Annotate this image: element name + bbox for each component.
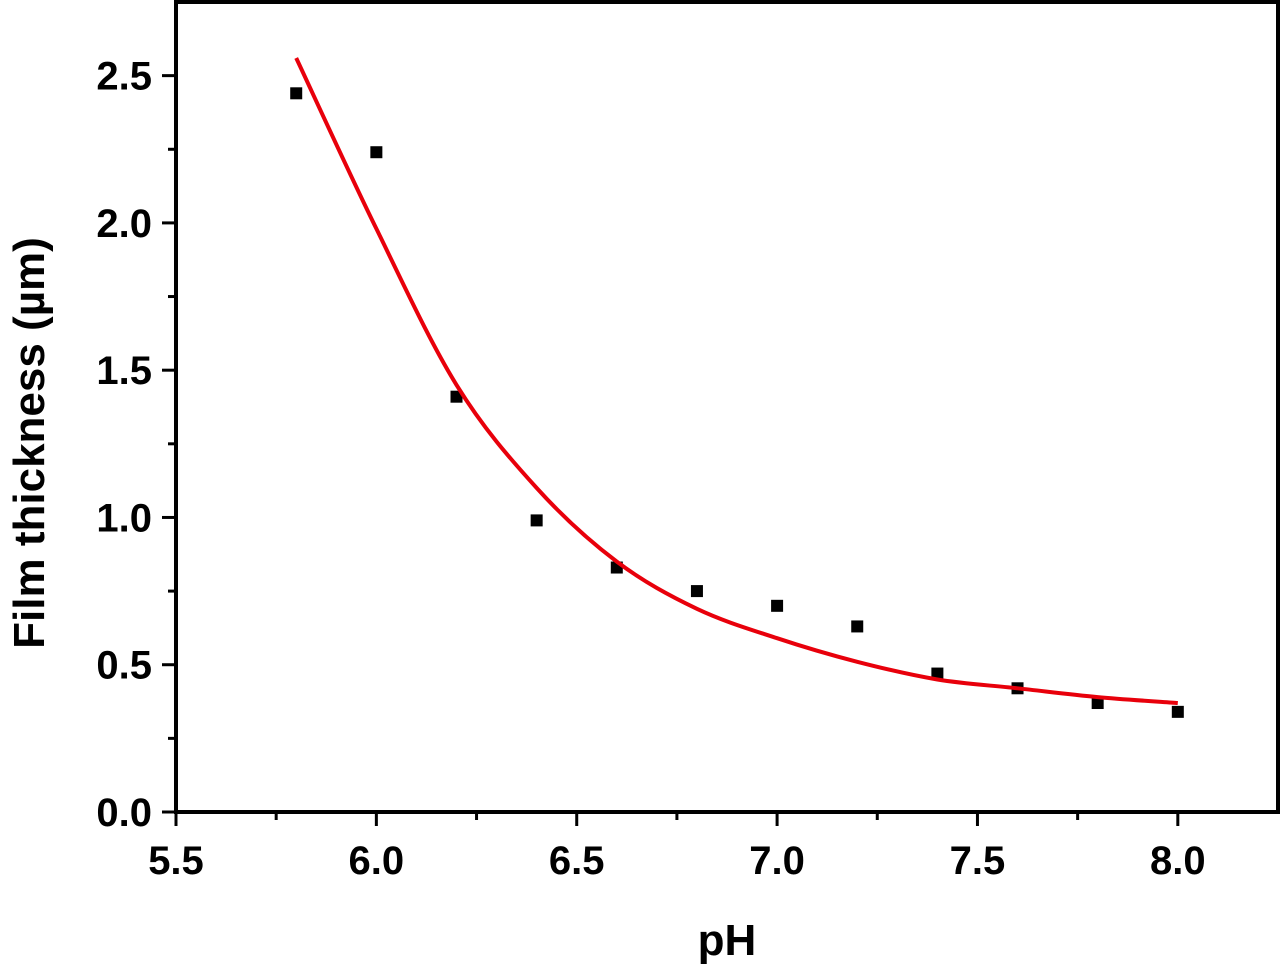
data-point xyxy=(370,146,383,159)
data-point xyxy=(690,585,703,598)
fit-curve xyxy=(294,57,1178,705)
data-point xyxy=(1091,697,1104,710)
data-point xyxy=(771,599,784,612)
data-point xyxy=(1171,705,1184,718)
data-point xyxy=(450,390,463,403)
y-tick-label: 1.0 xyxy=(96,496,152,540)
x-tick-label: 8.0 xyxy=(1150,839,1206,883)
y-tick-label: 2.0 xyxy=(96,202,152,246)
plot-frame xyxy=(174,0,1280,814)
x-tick-label: 5.5 xyxy=(148,839,204,883)
y-tick-label: 2.5 xyxy=(96,55,152,99)
y-axis-label: Film thickness (µm) xyxy=(5,237,54,649)
data-point xyxy=(530,514,543,527)
data-point xyxy=(851,620,864,633)
data-layer xyxy=(290,57,1184,718)
y-tick-label: 1.5 xyxy=(96,349,152,393)
x-tick-label: 7.0 xyxy=(749,839,805,883)
y-tick-label: 0.5 xyxy=(96,644,152,688)
x-tick-label: 7.5 xyxy=(950,839,1006,883)
x-axis-label: pH xyxy=(698,916,757,965)
ticks-layer: 5.5 6.0 6.5 7.0 7.5 8.0 0.0 0.5 1.0 1.5 2.0 2.5 xyxy=(96,55,1205,883)
x-tick-label: 6.5 xyxy=(549,839,605,883)
data-point xyxy=(290,87,303,100)
data-point xyxy=(931,667,944,680)
x-tick-label: 6.0 xyxy=(349,839,405,883)
y-tick-label: 0.0 xyxy=(96,791,152,835)
